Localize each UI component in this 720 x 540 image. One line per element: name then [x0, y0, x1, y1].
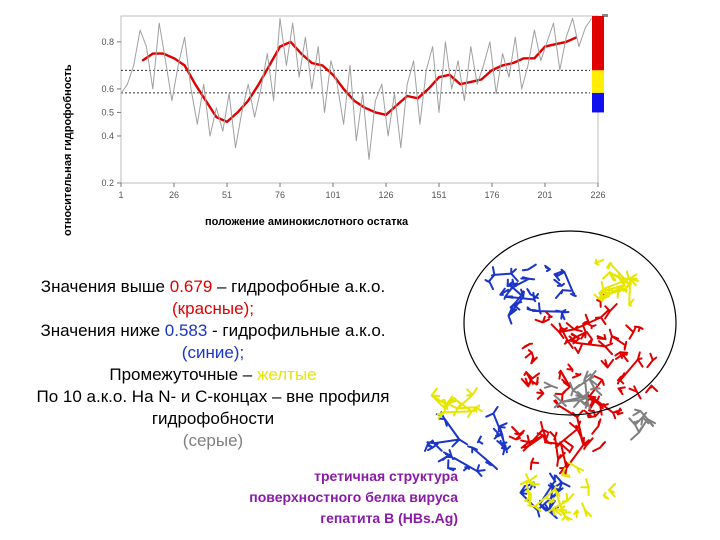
y-tick-label: 0.4	[101, 131, 114, 141]
legend-line-8: (серые)	[182, 431, 244, 450]
legend-description: Значения выше 0.679 – гидрофобные а.к.о.…	[8, 276, 418, 452]
legend-line-6: По 10 а.к.о. На N- и С-концах – вне проф…	[36, 387, 390, 406]
legend-line-5-prefix: Промежуточные –	[109, 365, 257, 384]
y-tick-label: 0.5	[101, 107, 114, 117]
x-tick-label: 151	[431, 190, 446, 200]
x-tick-label: 26	[169, 190, 179, 200]
legend-line-2: (красные);	[172, 299, 254, 318]
legend-line-1: Значения выше 0.679 – гидрофобные а.к.о.	[8, 276, 418, 298]
caption-line-3: гепатита B (HBs.Ag)	[320, 510, 458, 526]
legend-line-4: (синие);	[181, 343, 245, 362]
top-marker	[602, 14, 608, 17]
x-tick-label: 101	[325, 190, 340, 200]
legend-line-3-suffix: - гидрофильные а.к.о.	[207, 321, 386, 340]
legend-line-3: Значения ниже 0.583 - гидрофильные а.к.о…	[8, 320, 418, 342]
x-tick-label: 126	[378, 190, 393, 200]
caption-line-1: третичная структура	[314, 468, 458, 484]
legend-line-7: гидрофобности	[151, 409, 275, 428]
x-tick-label: 201	[537, 190, 552, 200]
x-tick-label: 51	[222, 190, 232, 200]
structure-caption: третичная структура поверхностного белка…	[200, 466, 458, 529]
legend-line-1-suffix: – гидрофобные а.к.о.	[212, 277, 386, 296]
x-axis-label: положение аминокислотного остатка	[205, 216, 409, 228]
legend-line-3-prefix: Значения ниже	[40, 321, 165, 340]
x-tick-label: 226	[590, 190, 605, 200]
threshold-low-value: 0.583	[164, 321, 208, 340]
x-tick-label: 1	[118, 190, 123, 200]
legend-line-5: Промежуточные – желтые	[8, 364, 418, 386]
intermediate-label: желтые	[256, 365, 317, 384]
color-bar-segment	[592, 16, 604, 71]
y-axis-label: относительная гидрофобность	[62, 64, 74, 236]
smoothed-hydrophobicity-line	[141, 36, 578, 124]
caption-line-2: поверхностного белка вируса	[249, 489, 458, 505]
x-tick-label: 176	[484, 190, 499, 200]
y-tick-label: 0.8	[101, 37, 114, 47]
raw-hydrophobicity-line	[120, 17, 593, 160]
color-bar-segment	[592, 92, 604, 113]
x-tick-label: 76	[275, 190, 285, 200]
color-bar-segment	[592, 70, 604, 93]
legend-line-1-prefix: Значения выше	[40, 277, 170, 296]
plot-area: 0.20.40.50.60.81 26 51 76 101 126 151 176 201 226	[101, 14, 608, 200]
threshold-high-value: 0.679	[169, 277, 213, 296]
y-tick-label: 0.6	[101, 84, 114, 94]
y-tick-label: 0.2	[101, 178, 114, 188]
